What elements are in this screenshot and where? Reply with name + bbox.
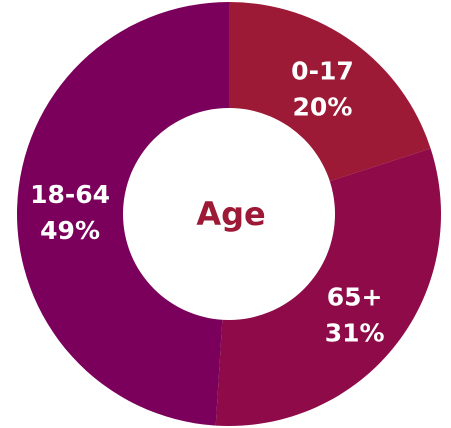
slice-label-0-17: 0-17 [291,56,354,85]
chart-title: Age [196,195,265,233]
donut-hole [123,108,335,320]
slice-value-18-64: 49% [40,216,100,245]
slice-label-18-64: 18-64 [30,180,110,209]
slice-value-65: 31% [325,318,385,347]
slice-label-65: 65+ [327,282,383,311]
slice-18-64 [16,2,230,426]
slice-value-0-17: 20% [293,92,353,121]
labels-group: 0-17 20% 65+ 31% 18-64 49% [30,56,384,347]
